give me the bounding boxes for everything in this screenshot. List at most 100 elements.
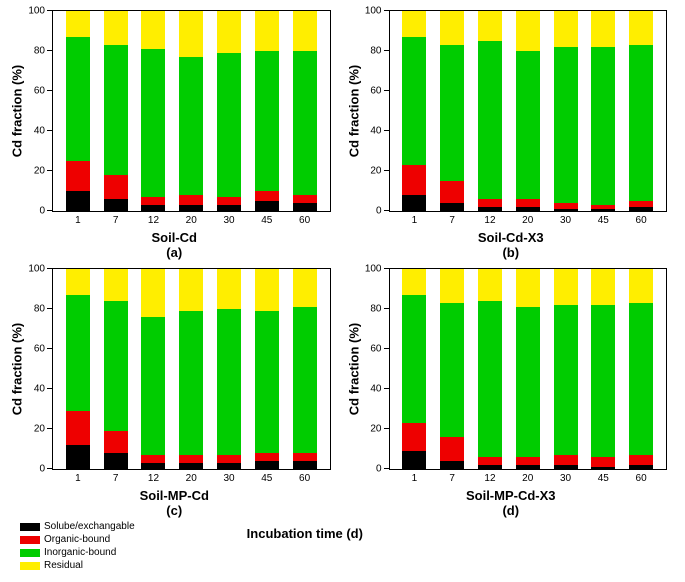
segment-solube	[141, 205, 165, 211]
segment-solube	[179, 463, 203, 469]
segment-solube	[255, 201, 279, 211]
segment-residual	[141, 11, 165, 49]
segment-solube	[629, 465, 653, 469]
x-tick-label: 20	[179, 215, 203, 226]
segment-organic	[516, 457, 540, 465]
panel-xlabel: Soil-Cd	[10, 230, 339, 245]
y-tick-mark	[47, 90, 52, 91]
segment-organic	[255, 453, 279, 461]
segment-organic	[440, 437, 464, 461]
panel-b: Cd fraction (%)020406080100171220304560S…	[347, 10, 676, 260]
stacked-bar	[478, 11, 502, 211]
segment-organic	[629, 455, 653, 465]
segment-inorganic	[66, 37, 90, 161]
stacked-bar	[440, 11, 464, 211]
legend-swatch	[20, 523, 40, 531]
y-tick-label: 0	[358, 464, 382, 475]
segment-solube	[629, 207, 653, 211]
segment-organic	[217, 455, 241, 463]
segment-residual	[440, 11, 464, 45]
segment-organic	[293, 453, 317, 461]
segment-solube	[402, 195, 426, 211]
x-tick-label: 45	[591, 215, 615, 226]
x-tick-label: 12	[478, 473, 502, 484]
stacked-bar	[293, 269, 317, 469]
panel-a: Cd fraction (%)020406080100171220304560S…	[10, 10, 339, 260]
global-xlabel: Incubation time (d)	[75, 520, 535, 541]
y-tick-mark	[384, 210, 389, 211]
segment-inorganic	[255, 51, 279, 191]
segment-inorganic	[104, 45, 128, 175]
segment-residual	[629, 269, 653, 303]
stacked-bar	[104, 11, 128, 211]
segment-solube	[516, 465, 540, 469]
segment-organic	[217, 197, 241, 205]
legend-label: Inorganic-bound	[44, 546, 116, 559]
segment-inorganic	[255, 311, 279, 453]
y-tick-label: 80	[21, 304, 45, 315]
segment-residual	[179, 269, 203, 311]
panel-letter: (a)	[10, 245, 339, 260]
chart-grid: Cd fraction (%)020406080100171220304560S…	[10, 10, 675, 518]
legend-swatch	[20, 549, 40, 557]
y-tick-label: 100	[21, 264, 45, 275]
footer-row: Solube/exchangableOrganic-boundInorganic…	[10, 520, 675, 572]
segment-inorganic	[629, 45, 653, 201]
segment-organic	[66, 161, 90, 191]
segment-solube	[293, 203, 317, 211]
y-tick-mark	[384, 468, 389, 469]
segment-inorganic	[141, 317, 165, 455]
y-tick-mark	[384, 348, 389, 349]
y-tick-mark	[47, 210, 52, 211]
segment-residual	[591, 269, 615, 305]
x-tick-label: 7	[440, 215, 464, 226]
segment-residual	[66, 269, 90, 295]
panel-letter: (c)	[10, 503, 339, 518]
y-tick-label: 100	[358, 6, 382, 17]
segment-inorganic	[179, 57, 203, 195]
chart-area: Cd fraction (%)020406080100171220304560	[389, 268, 668, 470]
x-tick-label: 30	[217, 473, 241, 484]
legend-label: Residual	[44, 559, 83, 572]
y-tick-mark	[47, 428, 52, 429]
segment-organic	[440, 181, 464, 203]
stacked-bar	[104, 269, 128, 469]
segment-residual	[293, 269, 317, 307]
y-axis-label: Cd fraction (%)	[10, 65, 25, 157]
legend-swatch	[20, 562, 40, 570]
segment-residual	[554, 269, 578, 305]
y-tick-label: 60	[358, 344, 382, 355]
y-tick-label: 20	[21, 424, 45, 435]
stacked-bar	[402, 269, 426, 469]
segment-inorganic	[141, 49, 165, 197]
y-tick-label: 20	[21, 166, 45, 177]
y-tick-mark	[47, 130, 52, 131]
chart-area: Cd fraction (%)020406080100171220304560	[52, 268, 331, 470]
y-tick-mark	[384, 308, 389, 309]
x-tick-label: 45	[255, 473, 279, 484]
x-tick-label: 7	[440, 473, 464, 484]
segment-solube	[255, 461, 279, 469]
segment-organic	[478, 199, 502, 207]
stacked-bar	[478, 269, 502, 469]
y-tick-label: 40	[358, 126, 382, 137]
panel-xlabel: Soil-MP-Cd-X3	[347, 488, 676, 503]
segment-residual	[66, 11, 90, 37]
x-tick-label: 30	[554, 215, 578, 226]
y-tick-label: 80	[21, 46, 45, 57]
segment-inorganic	[402, 37, 426, 165]
y-tick-label: 40	[21, 384, 45, 395]
stacked-bar	[591, 269, 615, 469]
y-tick-label: 60	[21, 86, 45, 97]
segment-inorganic	[293, 307, 317, 453]
segment-inorganic	[554, 47, 578, 203]
y-tick-mark	[47, 268, 52, 269]
segment-organic	[402, 423, 426, 451]
segment-organic	[591, 457, 615, 467]
x-tick-label: 1	[402, 473, 426, 484]
segment-solube	[402, 451, 426, 469]
segment-residual	[554, 11, 578, 47]
y-tick-label: 40	[358, 384, 382, 395]
segment-organic	[516, 199, 540, 207]
segment-residual	[440, 269, 464, 303]
